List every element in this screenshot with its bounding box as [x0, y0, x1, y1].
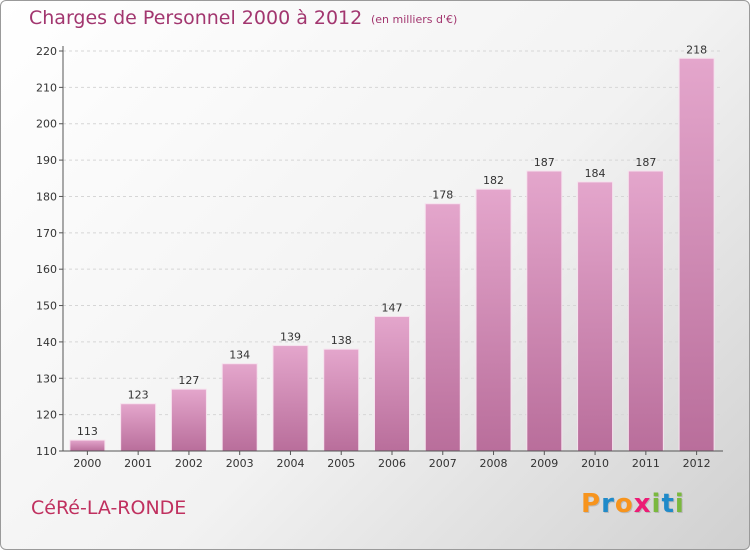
y-tick-label: 180 — [36, 190, 57, 203]
bar-2007 — [424, 203, 461, 452]
x-tick-label: 2000 — [73, 457, 101, 470]
logo-letter: P — [581, 489, 602, 519]
value-label: 187 — [534, 156, 555, 169]
bars: 113 123 127 134 139 138 147 178 182 187 184 187 218 — [69, 43, 715, 452]
y-tick-label: 140 — [36, 336, 57, 349]
value-label: 139 — [280, 331, 301, 344]
logo-letter: i — [651, 489, 662, 519]
value-label: 218 — [686, 43, 707, 56]
y-tick-label: 130 — [36, 372, 57, 385]
bar-2009 — [526, 170, 563, 452]
value-label: 182 — [483, 174, 504, 187]
y-tick-label: 210 — [36, 81, 57, 94]
bar-2006 — [374, 315, 410, 452]
x-tick-label: 2002 — [175, 457, 203, 470]
bar-2011 — [627, 170, 664, 452]
x-tick-label: 2011 — [632, 457, 660, 470]
logo-letter: i — [674, 489, 685, 519]
x-tick-label: 2007 — [429, 457, 457, 470]
x-tick-label: 2009 — [530, 457, 558, 470]
value-label: 184 — [585, 167, 606, 180]
x-tick-label: 2006 — [378, 457, 406, 470]
bar-2005 — [323, 348, 360, 452]
x-tick-label: 2005 — [327, 457, 355, 470]
bar-2004 — [272, 345, 309, 452]
bar-2010 — [577, 181, 614, 452]
logo-letter: t — [661, 489, 675, 519]
axes: 110 120 130 140 150 160 170 180 190 200 210 220 2000… — [36, 45, 723, 470]
value-label: 113 — [77, 425, 98, 438]
y-tick-label: 170 — [36, 227, 57, 240]
logo-letter: r — [601, 489, 615, 519]
place-name: CéRé-LA-RONDE — [31, 497, 187, 519]
y-tick-label: 190 — [36, 154, 57, 167]
value-label: 134 — [229, 349, 250, 362]
y-tick-label: 220 — [36, 45, 57, 58]
y-tick-label: 120 — [36, 409, 57, 422]
y-tick-label: 110 — [36, 445, 57, 458]
logo-letter: o — [614, 489, 634, 519]
value-label: 187 — [635, 156, 656, 169]
bar-2008 — [475, 188, 512, 452]
x-tick-label: 2010 — [581, 457, 609, 470]
value-label: 138 — [331, 334, 352, 347]
value-label: 123 — [128, 389, 149, 402]
logo-letter: x — [633, 489, 652, 519]
value-label: 178 — [432, 189, 453, 202]
x-tick-label: 2012 — [683, 457, 711, 470]
value-label: 147 — [382, 301, 403, 314]
value-label: 127 — [178, 374, 199, 387]
y-tick-label: 150 — [36, 300, 57, 313]
bar-2012 — [678, 57, 715, 452]
x-tick-label: 2001 — [124, 457, 152, 470]
x-tick-label: 2008 — [480, 457, 508, 470]
y-tick-label: 200 — [36, 118, 57, 131]
chart-subtitle: (en milliers d'€) — [371, 13, 458, 26]
x-tick-label: 2003 — [226, 457, 254, 470]
bar-2003 — [221, 363, 258, 452]
bar-2002 — [170, 388, 207, 452]
bar-2001 — [120, 403, 157, 452]
chart-title: Charges de Personnel 2000 à 2012 — [29, 7, 363, 29]
x-tick-label: 2004 — [276, 457, 304, 470]
y-tick-label: 160 — [36, 263, 57, 276]
bar-2000 — [69, 439, 106, 452]
proxiti-logo: Proxiti — [581, 489, 685, 519]
